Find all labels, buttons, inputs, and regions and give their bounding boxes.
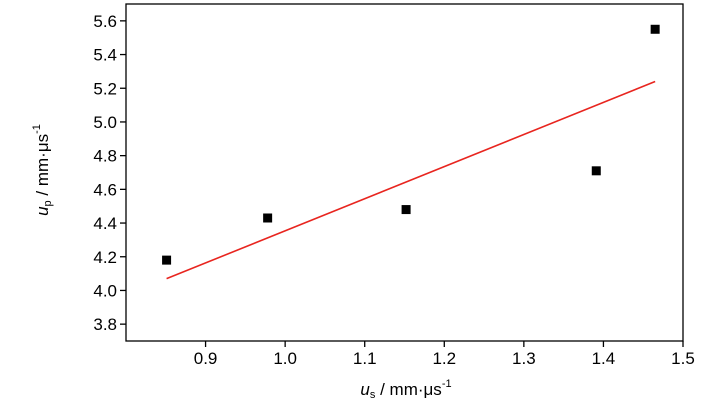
- y-axis-title-sup: -1: [31, 124, 43, 134]
- data-point: [591, 166, 601, 176]
- y-tick-label: 5.4: [93, 46, 117, 65]
- y-tick-label: 3.8: [93, 315, 117, 334]
- y-tick-label: 5.2: [93, 79, 117, 98]
- data-point: [401, 205, 411, 215]
- x-axis-title-var: u: [360, 380, 370, 399]
- x-axis-title-unit: / mm·μs: [375, 380, 441, 399]
- y-axis-title-sub: p: [42, 200, 54, 206]
- data-point: [162, 255, 172, 265]
- x-tick-label: 1.4: [592, 349, 616, 368]
- y-tick-label: 4.2: [93, 248, 117, 267]
- x-tick-label: 1.1: [353, 349, 377, 368]
- y-tick-label: 4.6: [93, 180, 117, 199]
- data-point: [263, 213, 273, 223]
- y-tick-label: 5.6: [93, 12, 117, 31]
- y-tick-label: 4.4: [93, 214, 117, 233]
- x-tick-label: 0.9: [194, 349, 218, 368]
- fit-line: [166, 80, 656, 280]
- x-tick-label: 1.0: [273, 349, 297, 368]
- y-tick-label: 4.0: [93, 281, 117, 300]
- data-point: [650, 24, 660, 34]
- x-tick-label: 1.5: [671, 349, 695, 368]
- y-axis-title: up / mm·μs-1: [31, 124, 54, 216]
- x-axis-title-sub: s: [370, 389, 376, 401]
- plot-frame: [125, 3, 684, 342]
- x-axis-title: us / mm·μs-1: [360, 378, 451, 401]
- y-axis-title-var: u: [33, 206, 52, 216]
- y-tick-label: 5.0: [93, 113, 117, 132]
- x-tick-label: 1.2: [432, 349, 456, 368]
- y-tick-label: 4.8: [93, 147, 117, 166]
- y-axis-title-unit: / mm·μs: [33, 134, 52, 200]
- x-tick-label: 1.3: [512, 349, 536, 368]
- x-axis-title-sup: -1: [442, 378, 452, 390]
